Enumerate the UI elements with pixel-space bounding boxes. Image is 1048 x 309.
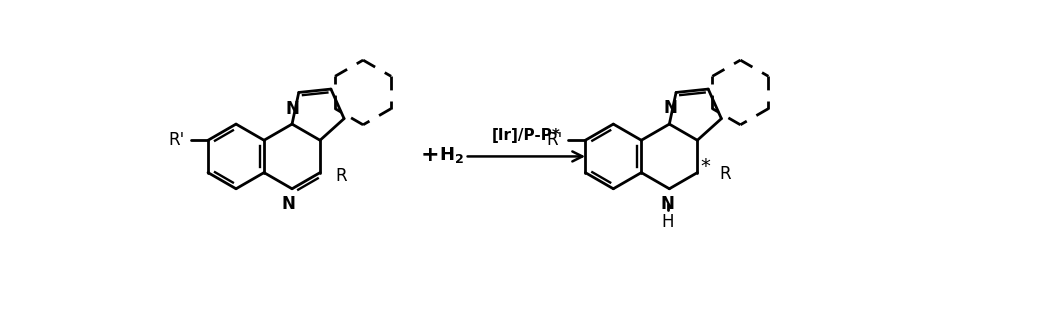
Text: R: R	[719, 165, 730, 183]
Text: $\mathbf{H_2}$: $\mathbf{H_2}$	[439, 145, 464, 165]
Text: N: N	[281, 195, 296, 213]
Text: [Ir]/P-P*: [Ir]/P-P*	[492, 128, 561, 142]
Text: R': R'	[169, 131, 184, 149]
Text: +: +	[420, 145, 439, 165]
Text: H: H	[661, 214, 674, 231]
Text: N: N	[664, 99, 678, 117]
Text: N: N	[285, 100, 299, 118]
Text: R: R	[335, 167, 347, 185]
Text: R': R'	[546, 131, 562, 149]
Text: N: N	[661, 195, 675, 213]
Text: *: *	[700, 157, 711, 176]
